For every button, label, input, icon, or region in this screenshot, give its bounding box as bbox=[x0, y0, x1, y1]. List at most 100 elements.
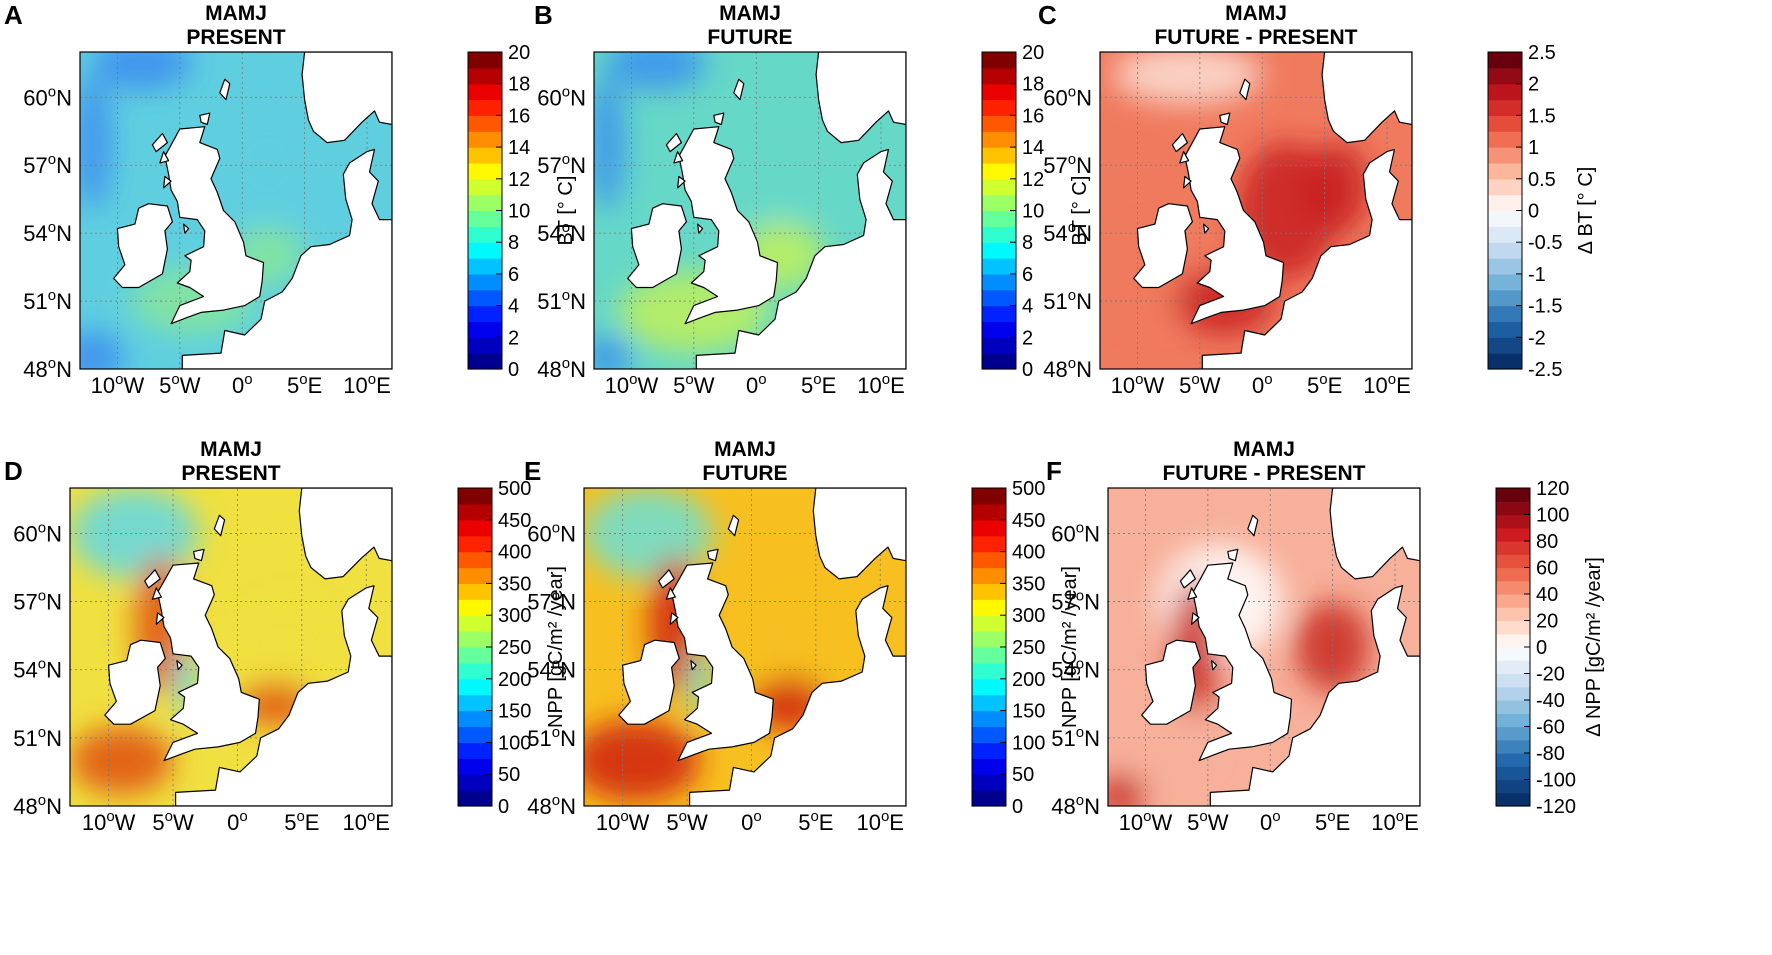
colorbar-step bbox=[972, 710, 1006, 728]
colorbar-step bbox=[1488, 289, 1522, 307]
lon-tick-label: 5oW bbox=[673, 371, 715, 398]
colorbar-tick-label: 200 bbox=[1012, 669, 1045, 691]
panel-title-scenario: FUTURE bbox=[707, 26, 792, 49]
colorbar-step bbox=[1488, 83, 1522, 101]
colorbar-tick-label: 100 bbox=[498, 732, 531, 754]
colorbar-tick-label: 0 bbox=[1528, 201, 1539, 223]
colorbar-step bbox=[972, 519, 1006, 537]
colorbar-tick-label: -20 bbox=[1536, 664, 1565, 686]
colorbar-tick-label: 16 bbox=[508, 105, 530, 127]
colorbar-tick-label: 6 bbox=[1022, 264, 1033, 286]
colorbar-tick-label: 18 bbox=[1022, 74, 1044, 96]
colorbar-step bbox=[458, 631, 492, 648]
colorbar-step bbox=[468, 242, 502, 259]
colorbar-tick-label: 8 bbox=[1022, 232, 1033, 254]
island-land bbox=[665, 587, 677, 600]
colorbar-step bbox=[458, 726, 492, 743]
field-region bbox=[237, 601, 341, 693]
lon-tick-label: 10oE bbox=[857, 371, 905, 398]
colorbar-step bbox=[1488, 131, 1522, 148]
island-land bbox=[163, 175, 172, 189]
colorbar-step bbox=[468, 210, 502, 227]
lon-tick-label: 10oW bbox=[1111, 371, 1165, 398]
colorbar-step bbox=[1496, 620, 1530, 635]
colorbar-step bbox=[468, 115, 502, 132]
colorbar-step bbox=[1496, 766, 1530, 781]
lat-tick-label: 48oN bbox=[23, 355, 72, 382]
colorbar-step bbox=[458, 758, 492, 775]
colorbar-tick-label: 14 bbox=[508, 137, 530, 159]
colorbar-step bbox=[1496, 501, 1530, 516]
colorbar-step bbox=[982, 147, 1016, 164]
lat-tick-label: 51oN bbox=[13, 724, 62, 751]
colorbar-step bbox=[972, 758, 1006, 775]
colorbar-tick-label: 4 bbox=[508, 296, 519, 318]
colorbar-step bbox=[468, 273, 502, 291]
colorbar-step bbox=[982, 305, 1016, 323]
colorbar-tick-label: 0.5 bbox=[1528, 169, 1556, 191]
colorbar-tick-label: 2 bbox=[508, 327, 519, 349]
colorbar-label: NPP [gC/m² /year] bbox=[545, 566, 567, 728]
lat-tick-label: 54oN bbox=[1051, 656, 1100, 683]
colorbar-step bbox=[1496, 686, 1530, 701]
continent-land bbox=[688, 585, 906, 806]
lat-tick-label: 48oN bbox=[527, 792, 576, 819]
colorbar-step bbox=[982, 162, 1016, 180]
norway-land bbox=[815, 52, 906, 144]
field-pattern bbox=[584, 488, 855, 802]
colorbar-tick-label: 2.5 bbox=[1528, 42, 1556, 64]
norway-land bbox=[298, 488, 392, 580]
lon-tick-label: 5oW bbox=[1187, 808, 1229, 835]
colorbar: 0 2 4 6 8 10 12 14 16 18 20 BT [° C] bbox=[981, 42, 1091, 381]
colorbar-tick-label: 150 bbox=[1012, 701, 1045, 723]
great-britain-land bbox=[157, 562, 260, 762]
colorbar-tick-label: 0 bbox=[1536, 637, 1547, 659]
colorbar-step bbox=[972, 599, 1006, 616]
island-land bbox=[155, 612, 165, 625]
colorbar-tick-label: 350 bbox=[498, 573, 531, 595]
lon-tick-label: 10oW bbox=[1119, 808, 1173, 835]
continent-land bbox=[181, 148, 392, 369]
colorbar-step bbox=[1496, 594, 1530, 608]
ireland-land bbox=[1133, 203, 1194, 289]
shetland-land bbox=[219, 78, 231, 101]
lat-tick-label: 48oN bbox=[537, 355, 586, 382]
field-region bbox=[751, 601, 855, 693]
lon-tick-label: 5oW bbox=[666, 808, 708, 835]
field-region bbox=[606, 52, 707, 91]
lat-tick-label: 51oN bbox=[527, 724, 576, 751]
lat-tick-label: 57oN bbox=[13, 588, 62, 615]
panel-letter: D bbox=[4, 456, 23, 486]
orkney-land bbox=[1219, 112, 1231, 126]
lat-tick-label: 57oN bbox=[1051, 588, 1100, 615]
colorbar-tick-label: 200 bbox=[498, 669, 531, 691]
lon-tick-label: 5oE bbox=[284, 808, 319, 835]
shetland-land bbox=[213, 514, 226, 537]
lon-tick-label: 0o bbox=[741, 808, 762, 835]
colorbar-tick-label: 60 bbox=[1536, 558, 1558, 580]
colorbar-step bbox=[982, 353, 1016, 370]
colorbar-step bbox=[982, 210, 1016, 227]
lon-tick-label: 5oE bbox=[798, 808, 833, 835]
map-frame bbox=[593, 51, 907, 370]
colorbar-step bbox=[982, 242, 1016, 259]
colorbar-step bbox=[1488, 52, 1522, 69]
island-land bbox=[151, 132, 168, 153]
colorbar-tick-label: 10 bbox=[508, 201, 530, 223]
colorbar-step bbox=[1488, 115, 1522, 132]
colorbar-step bbox=[972, 678, 1006, 696]
orkney-land bbox=[1227, 548, 1239, 562]
colorbar-tick-label: 300 bbox=[1012, 605, 1045, 627]
colorbar-tick-label: 2 bbox=[1022, 327, 1033, 349]
colorbar-step bbox=[972, 790, 1006, 807]
island-land bbox=[1202, 223, 1210, 234]
colorbar-tick-label: 450 bbox=[1012, 510, 1045, 532]
colorbar-step bbox=[1496, 739, 1530, 754]
lat-tick-label: 57oN bbox=[1043, 151, 1092, 178]
colorbar-step bbox=[1496, 580, 1530, 595]
field-region bbox=[70, 488, 199, 579]
colorbar-step bbox=[458, 503, 492, 521]
colorbar-tick-label: 150 bbox=[498, 701, 531, 723]
panel-title-season: MAMJ bbox=[719, 2, 781, 25]
